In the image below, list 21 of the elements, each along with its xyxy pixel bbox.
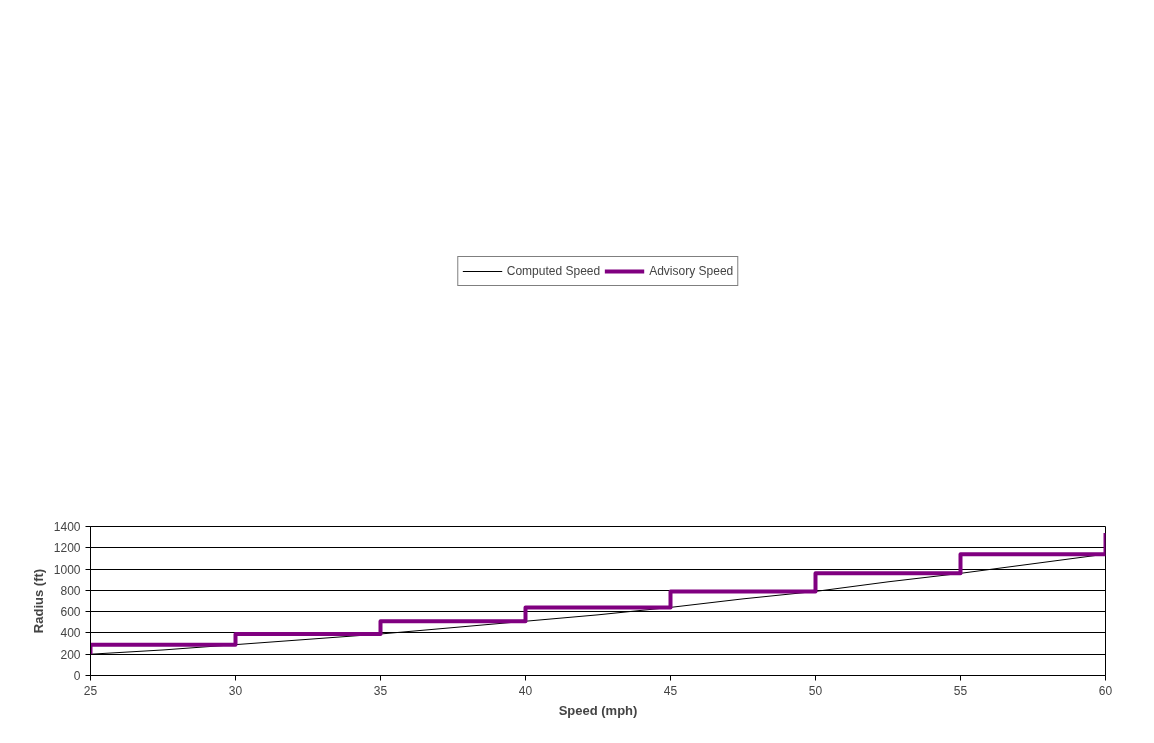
x-tick-label: 45 — [663, 683, 678, 698]
legend-label: Computed Speed — [506, 264, 601, 278]
y-tick-label: 800 — [60, 583, 81, 598]
legend-label: Advisory Speed — [649, 264, 734, 278]
x-tick-label: 35 — [373, 683, 388, 698]
y-tick-label: 1400 — [53, 520, 81, 534]
y-tick-label: 0 — [73, 669, 81, 683]
y-tick-label: 200 — [60, 647, 81, 662]
y-tick-label: 1000 — [53, 562, 81, 577]
x-tick-label: 60 — [1098, 683, 1113, 698]
y-tick-label: 400 — [60, 626, 81, 641]
x-axis-title: Speed (mph) — [558, 702, 638, 718]
line-series — [90, 530, 1106, 657]
x-tick-label: 50 — [808, 683, 823, 698]
x-tick-label: 40 — [518, 683, 533, 698]
y-axis-title: Radius (ft) — [30, 568, 46, 634]
x-tick-label: 30 — [228, 683, 243, 698]
y-tick-label: 600 — [60, 605, 81, 620]
y-tick-label: 1200 — [53, 541, 81, 556]
x-tick-label: 25 — [83, 683, 98, 698]
x-tick-label: 55 — [953, 683, 968, 698]
